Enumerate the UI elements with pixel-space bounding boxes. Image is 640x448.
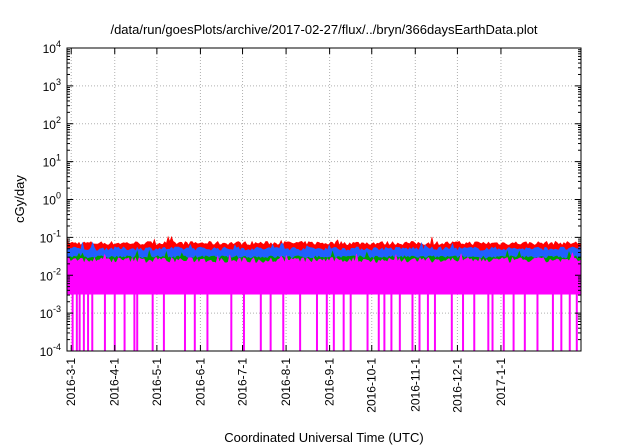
y-axis: 10-4 10-3 10-2 10-1 100 101 102 103 104 [40, 39, 581, 359]
series-magenta-band [66, 252, 582, 293]
y-tick-label: 10-1 [40, 228, 61, 245]
x-tick-label: 2016-5-1 [150, 358, 164, 406]
chart-title: /data/run/goesPlots/archive/2017-02-27/f… [110, 22, 537, 37]
y-tick-label: 10-3 [40, 304, 61, 321]
x-tick-label: 2016-6-1 [193, 358, 207, 406]
data-series [66, 235, 582, 351]
x-tick-label: 2016-8-1 [279, 358, 293, 406]
x-tick-label: 2016-10-1 [365, 358, 379, 413]
x-axis-label: Coordinated Universal Time (UTC) [224, 430, 423, 445]
x-tick-label: 2016-4-1 [108, 358, 122, 406]
y-tick-label: 102 [43, 115, 61, 132]
y-tick-label: 100 [43, 191, 61, 208]
x-axis: 2016-3-1 2016-4-1 2016-5-1 2016-6-1 2016-7-1… [64, 48, 508, 413]
series-magenta-floor [67, 292, 581, 295]
x-tick-label: 2016-11-1 [408, 358, 422, 412]
y-axis-label: cGy/day [12, 175, 27, 223]
y-tick-label: 10-2 [40, 266, 61, 283]
x-tick-label: 2016-7-1 [236, 358, 250, 406]
y-tick-label: 10-4 [40, 342, 61, 359]
x-tick-label: 2016-3-1 [64, 358, 78, 406]
x-tick-label: 2017-1-1 [494, 358, 508, 406]
y-tick-label: 101 [43, 153, 61, 170]
y-tick-label: 103 [43, 77, 61, 94]
x-tick-label: 2016-9-1 [323, 358, 337, 406]
y-tick-label: 104 [43, 39, 61, 56]
x-tick-label: 2016-12-1 [450, 358, 464, 413]
